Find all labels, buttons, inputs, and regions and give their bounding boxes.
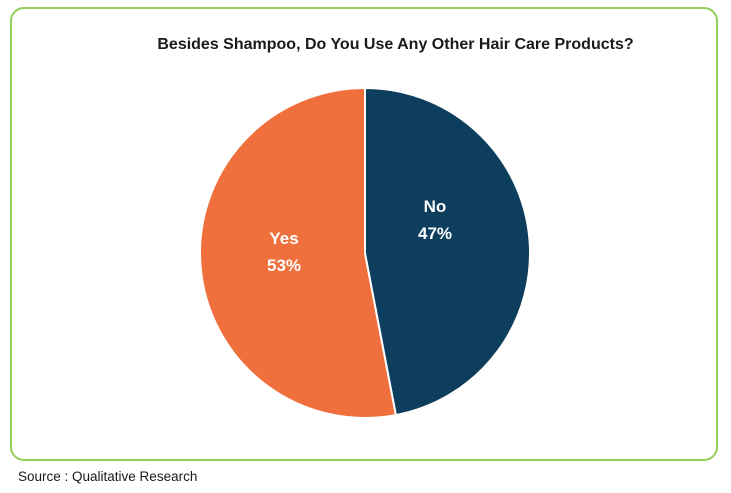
slice-no-name: No [423,197,447,216]
slice-yes-name: Yes [269,229,299,248]
slice-label-no: No 47% [380,193,490,247]
chart-title: Besides Shampoo, Do You Use Any Other Ha… [157,36,634,53]
source-note: Source : Qualitative Research [18,469,198,484]
slice-no-percent: 47% [417,224,453,243]
pie-slice-yes [199,87,397,419]
slice-yes-percent: 53% [266,256,302,275]
pie-slice-no [364,87,531,417]
slice-label-yes: Yes 53% [229,225,339,279]
